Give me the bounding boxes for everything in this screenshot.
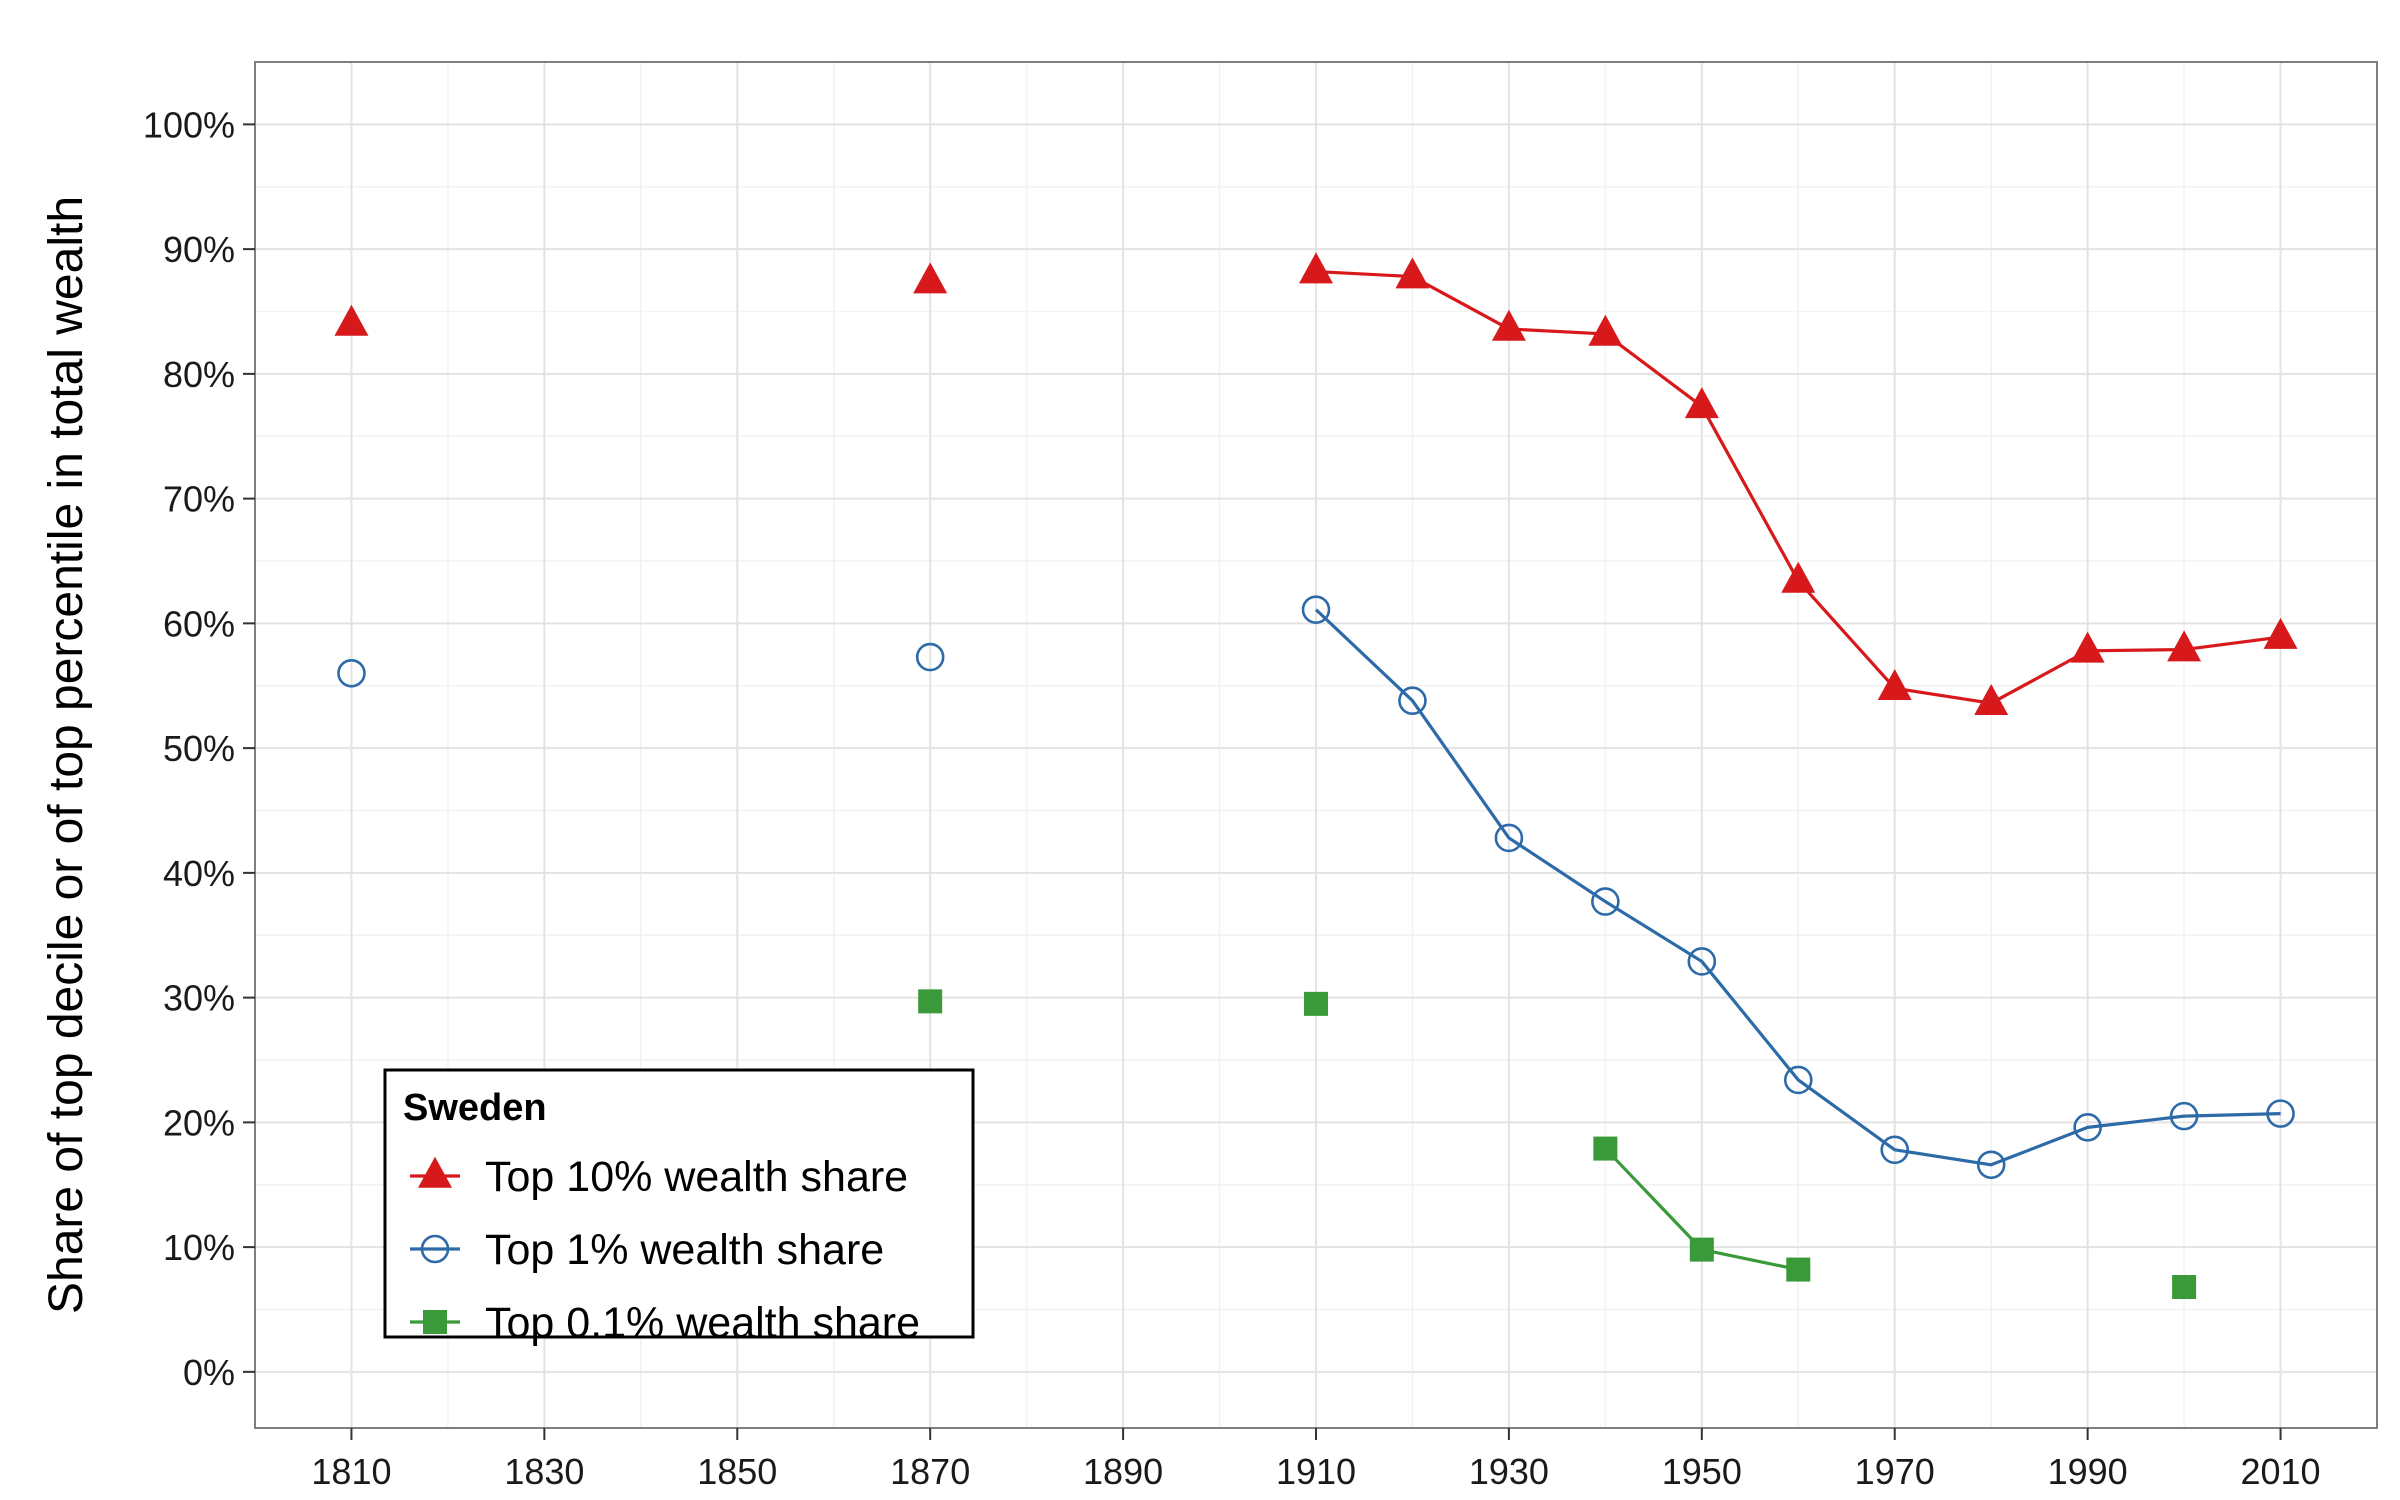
- data-point-series-1: [2167, 630, 2202, 662]
- x-tick-label: 1950: [1662, 1451, 1742, 1492]
- data-point-series-2: [2169, 1101, 2199, 1131]
- data-point-series-2: [1398, 686, 1427, 716]
- data-point-series-3: [1593, 1136, 1618, 1161]
- x-tick-label: 1990: [2048, 1451, 2128, 1492]
- data-point-series-1: [1299, 252, 1333, 284]
- legend-label: Top 0.1% wealth share: [485, 1299, 920, 1347]
- legend-key-marker: [423, 1310, 447, 1334]
- data-point-series-3: [918, 989, 943, 1014]
- x-axis: 1810 1830 1850 1870 1890 1910 1930 1950 1970 1990…: [311, 1428, 2321, 1492]
- y-tick-label: 70%: [163, 479, 235, 520]
- x-tick-label: 1870: [890, 1451, 970, 1492]
- data-point-series-2: [1687, 947, 1717, 976]
- x-tick-label: 1970: [1855, 1451, 1935, 1492]
- data-point-series-2: [1591, 887, 1620, 916]
- data-point-series-1: [1684, 387, 1719, 419]
- data-point-series-1: [1781, 561, 1816, 593]
- data-point-series-2: [1301, 595, 1331, 624]
- data-point-series-1: [913, 262, 948, 294]
- data-point-series-2: [1976, 1150, 2006, 1180]
- series-markers: [334, 252, 2298, 1300]
- x-tick-label: 2010: [2240, 1451, 2320, 1492]
- legend-items: Top 10% wealth share Top 1% wealth share T…: [410, 1153, 920, 1347]
- legend-label: Top 10% wealth share: [485, 1153, 908, 1201]
- legend-label: Top 1% wealth share: [485, 1226, 884, 1274]
- data-point-series-1: [1588, 314, 1623, 346]
- x-tick-label: 1930: [1469, 1451, 1549, 1492]
- data-point-series-3: [1304, 991, 1328, 1016]
- data-point-series-2: [1783, 1065, 1813, 1095]
- y-axis: 0% 10% 20% 30% 40% 50% 60% 70% 80% 90% 100%: [143, 104, 255, 1393]
- data-point-series-3: [1786, 1257, 1811, 1282]
- legend-box: [383, 1068, 975, 1339]
- y-tick-label: 20%: [163, 1102, 235, 1143]
- y-axis-title: Share of top decile or of top percentile…: [40, 196, 93, 1314]
- data-point-series-1: [1491, 309, 1526, 341]
- y-tick-label: 80%: [163, 354, 235, 395]
- x-tick-label: 1890: [1083, 1451, 1163, 1492]
- data-point-series-2: [1880, 1135, 1910, 1165]
- legend-key-marker: [418, 1156, 452, 1188]
- y-tick-label: 40%: [163, 853, 235, 894]
- x-tick-label: 1850: [697, 1451, 777, 1492]
- data-point-series-1: [2070, 631, 2105, 663]
- data-point-series-2: [2266, 1099, 2295, 1128]
- x-tick-label: 1910: [1276, 1451, 1356, 1492]
- data-point-series-3: [1689, 1237, 1714, 1262]
- y-tick-label: 100%: [143, 104, 235, 145]
- y-tick-label: 0%: [183, 1352, 235, 1393]
- data-point-series-2: [915, 642, 945, 672]
- data-point-series-1: [2263, 617, 2298, 649]
- data-point-series-2: [2073, 1113, 2102, 1142]
- legend: Sweden Top 10% wealth share Top 1% wealth…: [383, 1068, 975, 1347]
- y-tick-label: 90%: [163, 229, 235, 270]
- y-tick-label: 60%: [163, 603, 235, 644]
- data-point-series-1: [1877, 669, 1912, 701]
- legend-key-marker: [420, 1234, 450, 1264]
- data-point-series-3: [2172, 1275, 2197, 1300]
- series-line-2: [1314, 608, 2281, 1167]
- y-tick-label: 50%: [163, 728, 235, 769]
- x-tick-label: 1810: [311, 1451, 391, 1492]
- x-tick-label: 1830: [504, 1451, 584, 1492]
- legend-title: Sweden: [403, 1087, 547, 1129]
- data-point-series-2: [337, 658, 366, 688]
- data-point-series-1: [1974, 683, 2009, 715]
- y-tick-label: 30%: [163, 978, 235, 1019]
- y-tick-label: 10%: [163, 1227, 235, 1268]
- data-point-series-1: [1395, 257, 1430, 289]
- data-point-series-2: [1494, 823, 1524, 853]
- data-point-series-1: [334, 304, 369, 336]
